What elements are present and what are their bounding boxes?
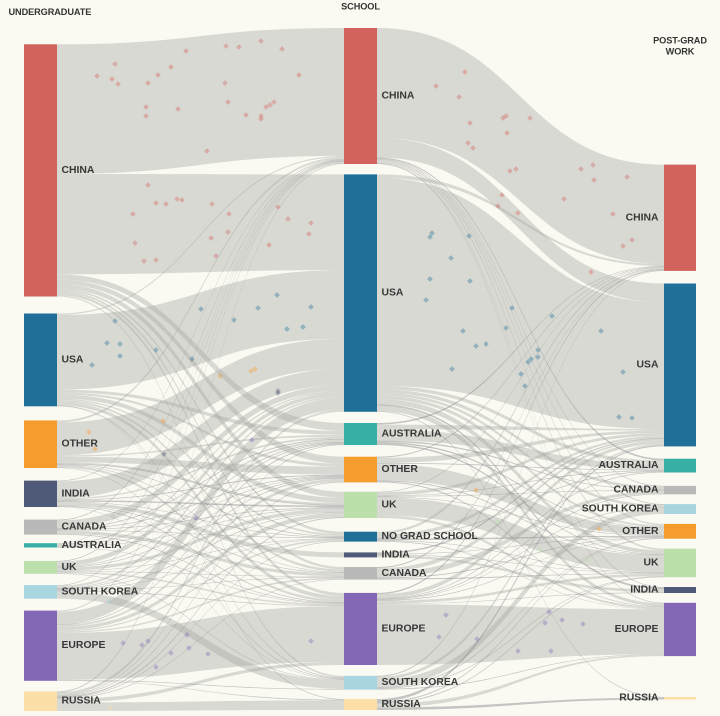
svg-text:INDIA: INDIA	[630, 585, 659, 596]
svg-text:CANADA: CANADA	[382, 568, 428, 579]
svg-text:NO GRAD SCHOOL: NO GRAD SCHOOL	[382, 531, 479, 542]
svg-text:EUROPE: EUROPE	[62, 640, 106, 651]
svg-text:RUSSIA: RUSSIA	[62, 696, 102, 707]
svg-text:WORK: WORK	[666, 47, 695, 57]
svg-text:CANADA: CANADA	[62, 522, 108, 533]
svg-text:SOUTH KOREA: SOUTH KOREA	[582, 504, 659, 515]
svg-text:USA: USA	[382, 288, 404, 299]
svg-text:AUSTRALIA: AUSTRALIA	[382, 429, 443, 440]
svg-text:UNDERGRADUATE: UNDERGRADUATE	[9, 7, 92, 17]
svg-text:SOUTH KOREA: SOUTH KOREA	[382, 677, 459, 688]
svg-text:RUSSIA: RUSSIA	[619, 693, 659, 704]
svg-text:OTHER: OTHER	[622, 526, 659, 537]
svg-text:POST-GRAD: POST-GRAD	[653, 36, 707, 46]
svg-text:USA: USA	[62, 354, 84, 365]
svg-text:RUSSIA: RUSSIA	[382, 699, 422, 710]
svg-text:EUROPE: EUROPE	[615, 624, 659, 635]
svg-text:CHINA: CHINA	[626, 212, 659, 223]
svg-text:USA: USA	[637, 359, 659, 370]
svg-text:CHINA: CHINA	[382, 91, 415, 102]
svg-text:UK: UK	[643, 557, 659, 568]
svg-text:SOUTH KOREA: SOUTH KOREA	[62, 586, 139, 597]
svg-text:OTHER: OTHER	[62, 439, 99, 450]
svg-text:SCHOOL: SCHOOL	[341, 2, 380, 12]
svg-text:INDIA: INDIA	[62, 488, 91, 499]
svg-text:CHINA: CHINA	[62, 165, 95, 176]
svg-text:INDIA: INDIA	[382, 549, 411, 560]
svg-text:OTHER: OTHER	[382, 464, 419, 475]
svg-text:UK: UK	[62, 562, 78, 573]
svg-text:AUSTRALIA: AUSTRALIA	[598, 460, 659, 471]
svg-text:EUROPE: EUROPE	[382, 624, 426, 635]
svg-text:CANADA: CANADA	[613, 485, 659, 496]
svg-text:AUSTRALIA: AUSTRALIA	[62, 540, 123, 551]
svg-text:UK: UK	[382, 499, 398, 510]
